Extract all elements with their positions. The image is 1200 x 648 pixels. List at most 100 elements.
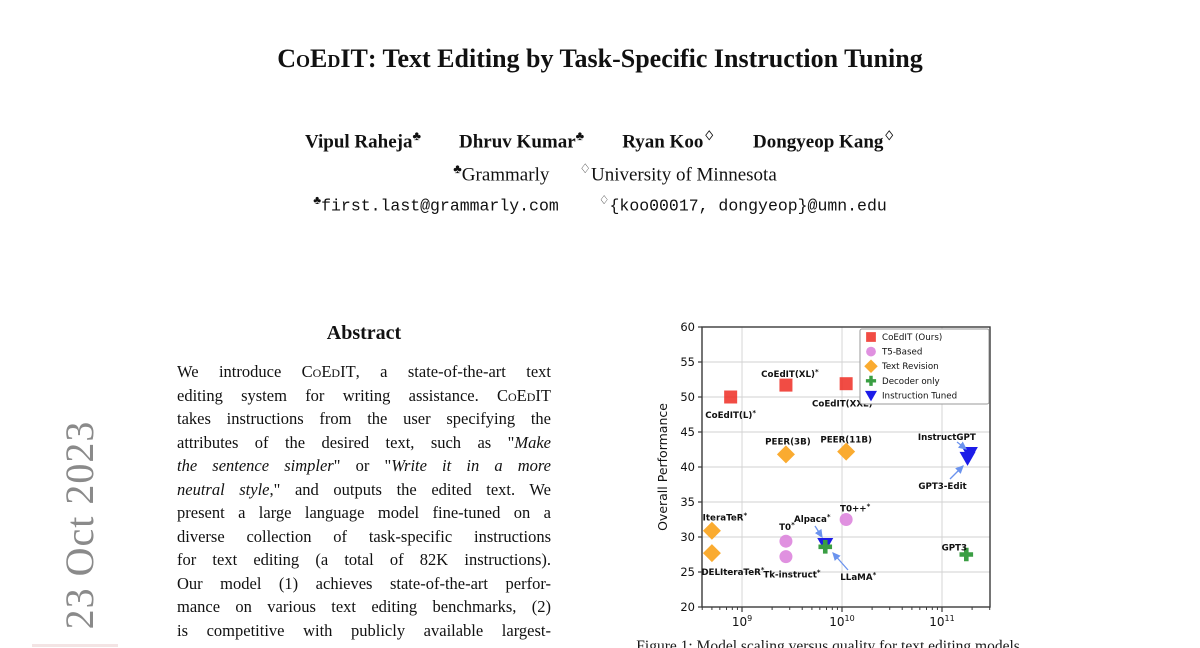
diamond-suit-icon: ♢ <box>703 128 715 143</box>
svg-text:45: 45 <box>680 425 695 439</box>
point-label: CoEdIT(XL)* <box>761 368 819 380</box>
email: ♣first.last@grammarly.com <box>313 193 559 216</box>
scatter-point-T0: T0* <box>779 521 795 548</box>
legend-item-Text Revision: Text Revision <box>864 359 939 373</box>
affiliation-name: University of Minnesota <box>591 164 777 186</box>
scatter-point-GPT3: GPT3 <box>942 544 974 562</box>
author-name: Ryan Koo <box>622 131 704 153</box>
arxiv-date-stamp: 23 Oct 2023 <box>57 420 102 630</box>
annotation-arrow <box>832 552 849 571</box>
scatter-point-PEER(3B): PEER(3B) <box>765 437 811 464</box>
annotation-arrow <box>956 441 968 450</box>
author-name: Dhruv Kumar <box>459 131 576 153</box>
emails-row: ♣first.last@grammarly.com ♢{koo00017, do… <box>100 193 1100 216</box>
point-label: PEER(11B) <box>820 436 872 446</box>
annotation-arrow <box>814 525 823 539</box>
svg-text:20: 20 <box>680 600 695 614</box>
svg-text:25: 25 <box>680 565 695 579</box>
legend-label: Text Revision <box>881 362 939 372</box>
svg-text:40: 40 <box>680 460 695 474</box>
figure-1-chart: 20 25 30 35 40 45 50 55 60 109 1010 1011 Overall Per… <box>655 320 995 648</box>
email: ♢{koo00017, dongyeop}@umn.edu <box>599 193 887 216</box>
scatter-point-PEER(11B): PEER(11B) <box>820 436 872 461</box>
cutoff-stamp-sliver <box>32 644 118 647</box>
svg-text:60: 60 <box>680 320 695 334</box>
legend-item-Instruction Tuned: Instruction Tuned <box>865 390 957 402</box>
point-label: InstructGPT <box>918 433 976 443</box>
point-label: T0++* <box>840 503 871 515</box>
svg-text:30: 30 <box>680 530 695 544</box>
abstract-line: Our model (1) achieves state-of-the-art … <box>177 573 551 593</box>
diamond-suit-icon: ♢ <box>598 193 610 207</box>
author: Vipul Raheja♣ <box>305 128 421 153</box>
author-name: Vipul Raheja <box>304 131 413 153</box>
club-suit-icon: ♣ <box>575 128 585 143</box>
abstract-line: editing system for writing assistance. C… <box>177 385 551 405</box>
scatter-point-DELIteraTeR: DELIteraTeR* <box>701 544 765 578</box>
svg-text:1011: 1011 <box>929 614 954 629</box>
svg-text:50: 50 <box>680 390 695 404</box>
abstract-line: for text editing (a total of 82K instruc… <box>177 550 551 570</box>
scatter-plot-svg: 20 25 30 35 40 45 50 55 60 109 1010 1011 Overall Per… <box>655 320 991 629</box>
abstract-line: is competitive with publicly available l… <box>177 621 551 641</box>
abstract-line: takes instructions from the user specify… <box>177 409 551 429</box>
legend-label: T5-Based <box>881 348 922 358</box>
svg-text:35: 35 <box>680 495 695 509</box>
legend-label: Instruction Tuned <box>882 391 957 401</box>
authors-row: Vipul Raheja♣ Dhruv Kumar♣ Ryan Koo♢ Don… <box>100 128 1100 153</box>
scatter-point-GPT3-Edit: GPT3-Edit <box>918 451 976 492</box>
svg-text:109: 109 <box>732 614 752 629</box>
point-label: T0* <box>779 521 795 533</box>
diamond-suit-icon: ♢ <box>579 161 591 176</box>
affiliation: ♢University of Minnesota <box>579 161 776 186</box>
club-suit-icon: ♣ <box>313 193 322 207</box>
svg-text:1010: 1010 <box>829 614 854 629</box>
abstract-line: mance on various text editing benchmarks… <box>177 597 551 617</box>
legend-item-Decoder only: Decoder only <box>865 375 940 387</box>
abstract-body: We introduce CoEdIT, a state-of-the-art … <box>177 360 551 643</box>
chart-legend: CoEdIT (Ours) T5-Based Text Revision Decode… <box>859 328 990 405</box>
scatter-point-LLaMA: LLaMA* <box>818 540 877 583</box>
diamond-suit-icon: ♢ <box>883 128 896 143</box>
legend-item-T5-Based: T5-Based <box>866 346 922 358</box>
svg-text:55: 55 <box>680 355 695 369</box>
point-label: DELIteraTeR* <box>701 566 764 578</box>
y-axis-label: Overall Performance <box>655 403 670 531</box>
author: Dhruv Kumar♣ <box>459 128 584 153</box>
point-label: Tk-instruct* <box>763 569 821 581</box>
abstract-line: diverse collection of task-specific inst… <box>177 526 551 546</box>
title-smallcaps: CoEdIT <box>277 44 368 73</box>
paper-title: CoEdIT: Text Editing by Task-Specific In… <box>100 44 1100 74</box>
scatter-point-CoEdIT(L): CoEdIT(L)* <box>705 390 756 421</box>
author-name: Dongyeop Kang <box>753 131 884 153</box>
email-text: first.last@grammarly.com <box>321 196 559 216</box>
affiliation: ♣Grammarly <box>453 161 549 186</box>
email-text: {koo00017, dongyeop}@umn.edu <box>609 196 887 216</box>
affiliation-name: Grammarly <box>461 164 550 186</box>
annotation-arrow <box>949 465 964 480</box>
author: Ryan Koo♢ <box>622 128 715 153</box>
abstract-line: present a large language model fine-tune… <box>177 503 551 523</box>
abstract-line: neutral style," and outputs the edited t… <box>177 479 551 499</box>
point-label: CoEdIT(L)* <box>705 409 756 421</box>
point-label: LLaMA* <box>840 571 876 583</box>
point-label: GPT3-Edit <box>918 482 966 492</box>
club-suit-icon: ♣ <box>412 128 421 143</box>
point-label: IteraTeR* <box>703 512 748 524</box>
scatter-point-IteraTeR: IteraTeR* <box>703 512 748 540</box>
author: Dongyeop Kang♢ <box>753 128 895 153</box>
point-label: GPT3 <box>942 544 967 554</box>
scatter-point-CoEdIT(XL): CoEdIT(XL)* <box>761 368 819 392</box>
affiliations-row: ♣Grammarly ♢University of Minnesota <box>100 161 1130 186</box>
legend-label: CoEdIT (Ours) <box>882 333 942 343</box>
abstract-heading: Abstract <box>326 322 402 344</box>
point-label: Alpaca* <box>794 513 831 525</box>
scatter-point-T0++: T0++* <box>839 503 871 526</box>
point-label: PEER(3B) <box>765 437 811 447</box>
legend-item-CoEdIT (Ours): CoEdIT (Ours) <box>866 332 942 343</box>
figure-caption: Figure 1: Model scaling versus quality f… <box>636 638 1024 648</box>
title-rest: : Text Editing by Task-Specific Instruct… <box>367 44 923 73</box>
abstract-line: the sentence simpler" or "Write it in a … <box>177 456 551 476</box>
scatter-point-Tk-instruct: Tk-instruct* <box>763 550 821 581</box>
